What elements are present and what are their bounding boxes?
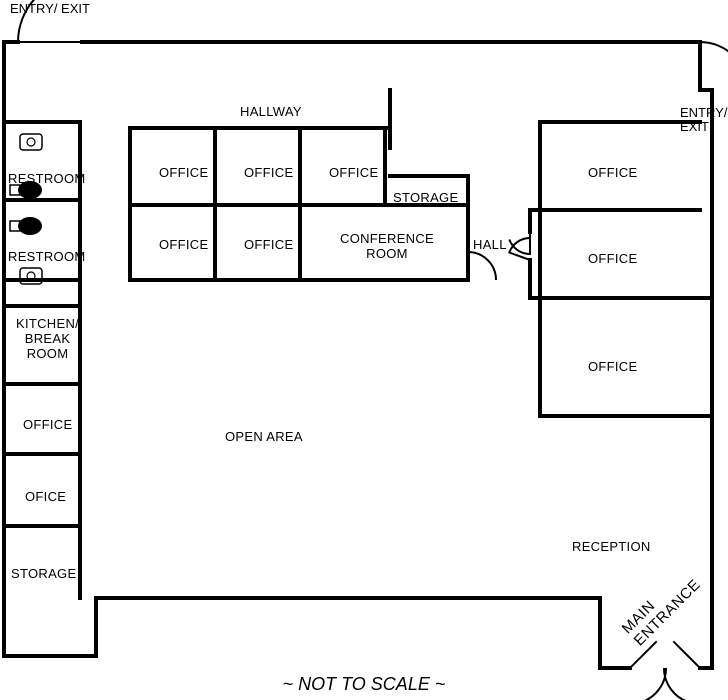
room-storage-t: STORAGE [393, 191, 458, 206]
room-restroom2: RESTROOM [8, 250, 86, 265]
room-ofice-l2: OFICE [25, 490, 66, 505]
room-hall-sm: HALL [473, 238, 507, 253]
room-office-l1: OFFICE [23, 418, 72, 433]
entry-exit-top-right: ENTRY/ EXIT [680, 106, 728, 135]
room-office-t1: OFFICE [159, 166, 208, 181]
room-restroom1: RESTROOM [8, 172, 86, 187]
room-office-b1: OFFICE [159, 238, 208, 253]
floor-plan [0, 0, 728, 700]
room-storage-l: STORAGE [11, 567, 76, 582]
room-hallway: HALLWAY [240, 105, 302, 120]
room-office-b2: OFFICE [244, 238, 293, 253]
room-kitchen: KITCHEN/ BREAK ROOM [16, 317, 79, 362]
footer-note: ~ NOT TO SCALE ~ [0, 674, 728, 695]
room-reception: RECEPTION [572, 540, 651, 555]
room-office-r3: OFFICE [588, 360, 637, 375]
room-open: OPEN AREA [225, 430, 303, 445]
room-office-r1: OFFICE [588, 166, 637, 181]
room-conf: CONFERENCE ROOM [340, 232, 434, 262]
entry-exit-top-left: ENTRY/ EXIT [10, 2, 90, 16]
room-office-t2: OFFICE [244, 166, 293, 181]
room-office-r2: OFFICE [588, 252, 637, 267]
room-office-t3: OFFICE [329, 166, 378, 181]
